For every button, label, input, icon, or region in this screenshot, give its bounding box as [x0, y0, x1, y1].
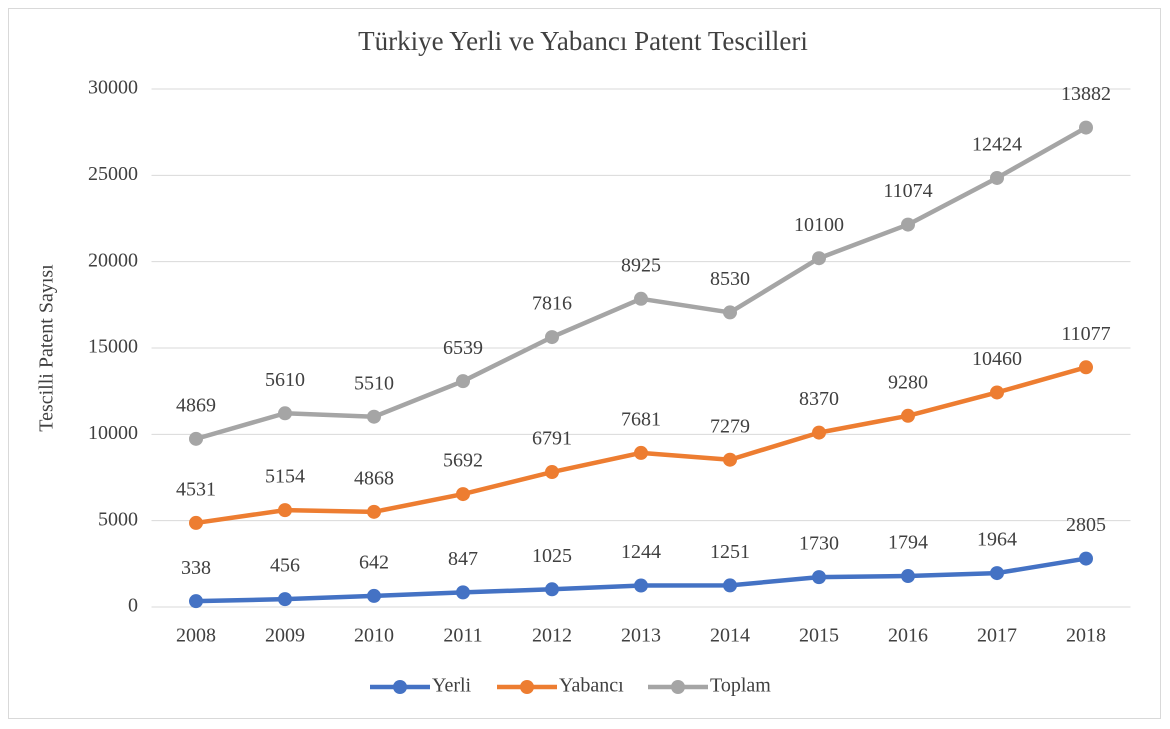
- data-label: 7816: [532, 293, 572, 315]
- data-label: 1964: [977, 529, 1017, 551]
- x-tick-label: 2017: [977, 625, 1017, 647]
- data-label: 10460: [972, 348, 1022, 370]
- point-marker: [990, 385, 1004, 400]
- data-label: 6791: [532, 428, 572, 450]
- data-label: 13882: [1061, 83, 1111, 105]
- legend-label: Toplam: [710, 675, 771, 697]
- x-tick-label: 2011: [443, 625, 482, 647]
- y-tick-label: 20000: [88, 249, 138, 271]
- point-marker: [278, 592, 292, 607]
- y-tick-label: 5000: [98, 508, 138, 530]
- legend-label: Yabancı: [559, 675, 624, 697]
- data-label: 4869: [176, 394, 216, 416]
- data-label: 5154: [265, 466, 305, 488]
- point-marker: [723, 452, 737, 467]
- point-marker: [990, 566, 1004, 581]
- y-tick-label: 0: [128, 595, 138, 617]
- x-tick-label: 2008: [176, 625, 216, 647]
- data-label: 9280: [888, 371, 928, 393]
- point-marker: [545, 465, 559, 480]
- point-marker: [812, 425, 826, 440]
- point-marker: [901, 408, 915, 423]
- x-tick-label: 2015: [799, 625, 839, 647]
- point-marker: [456, 487, 470, 502]
- x-tick-label: 2013: [621, 625, 661, 647]
- point-marker: [990, 170, 1004, 185]
- data-label: 2805: [1066, 514, 1106, 536]
- data-label: 8530: [710, 268, 750, 290]
- x-tick-label: 2014: [710, 625, 750, 647]
- data-label: 1025: [532, 545, 572, 567]
- legend-marker: [520, 680, 534, 694]
- point-marker: [367, 588, 381, 603]
- data-label: 1251: [710, 541, 750, 563]
- data-label: 5510: [354, 372, 394, 394]
- data-label: 1794: [888, 532, 928, 554]
- point-marker: [456, 585, 470, 600]
- point-marker: [545, 330, 559, 345]
- data-label: 8370: [799, 388, 839, 410]
- point-marker: [634, 445, 648, 460]
- point-marker: [189, 594, 203, 609]
- point-marker: [812, 251, 826, 266]
- x-tick-label: 2018: [1066, 625, 1106, 647]
- data-label: 642: [359, 552, 389, 574]
- legend-marker: [671, 680, 685, 694]
- y-tick-label: 15000: [88, 336, 138, 358]
- legend-marker: [393, 680, 407, 694]
- point-marker: [545, 582, 559, 597]
- point-marker: [1079, 120, 1093, 135]
- point-marker: [723, 305, 737, 320]
- point-marker: [1079, 551, 1093, 566]
- data-label: 5610: [265, 369, 305, 391]
- y-axis-label: Tescilli Patent Sayısı: [36, 264, 58, 432]
- data-label: 456: [270, 555, 300, 577]
- y-tick-label: 30000: [88, 77, 138, 99]
- point-marker: [278, 406, 292, 421]
- y-tick-label: 25000: [88, 163, 138, 185]
- point-marker: [1079, 360, 1093, 375]
- point-marker: [723, 578, 737, 593]
- data-label: 4868: [354, 467, 394, 489]
- data-label: 10100: [794, 214, 844, 236]
- data-label: 8925: [621, 254, 661, 276]
- data-label: 1730: [799, 533, 839, 555]
- x-tick-label: 2010: [354, 625, 394, 647]
- point-marker: [901, 217, 915, 232]
- legend-label: Yerli: [432, 675, 472, 697]
- data-label: 5692: [443, 450, 483, 472]
- point-marker: [634, 578, 648, 593]
- data-label: 12424: [972, 134, 1022, 156]
- data-label: 338: [181, 557, 211, 579]
- point-marker: [367, 409, 381, 424]
- x-tick-label: 2016: [888, 625, 928, 647]
- data-label: 6539: [443, 337, 483, 359]
- point-marker: [634, 291, 648, 306]
- point-marker: [278, 503, 292, 518]
- x-tick-label: 2012: [532, 625, 572, 647]
- x-tick-label: 2009: [265, 625, 305, 647]
- point-marker: [812, 570, 826, 585]
- data-label: 1244: [621, 541, 661, 563]
- data-label: 847: [448, 548, 478, 570]
- data-label: 11074: [883, 180, 932, 202]
- data-label: 7681: [621, 408, 661, 430]
- chart-title: Türkiye Yerli ve Yabancı Patent Tescille…: [358, 26, 808, 56]
- point-marker: [189, 431, 203, 446]
- data-label: 11077: [1061, 323, 1110, 345]
- point-marker: [456, 374, 470, 389]
- data-label: 4531: [176, 479, 216, 501]
- point-marker: [189, 515, 203, 530]
- y-tick-label: 10000: [88, 422, 138, 444]
- point-marker: [901, 569, 915, 584]
- data-label: 7279: [710, 415, 750, 437]
- point-marker: [367, 504, 381, 519]
